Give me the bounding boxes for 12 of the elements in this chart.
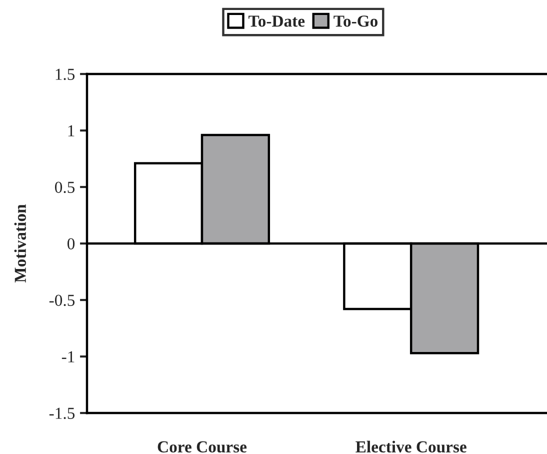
y-tick-label: -1.5 [49, 408, 75, 420]
y-tick-label: -0.5 [49, 294, 75, 306]
legend-label: To-Date [248, 16, 305, 27]
y-tick-label: 0 [67, 238, 75, 250]
y-tick-label: -1 [62, 351, 74, 362]
legend-label: To-Go [334, 16, 378, 27]
x-tick-label: Core Course [158, 441, 247, 453]
x-tick-label: Elective Course [356, 440, 466, 453]
y-tick-label: 0.5 [54, 182, 75, 194]
y-axis-title: Motivation [14, 204, 26, 283]
y-tick-label: 1.5 [56, 68, 75, 80]
y-tick-label: 1 [68, 125, 74, 136]
